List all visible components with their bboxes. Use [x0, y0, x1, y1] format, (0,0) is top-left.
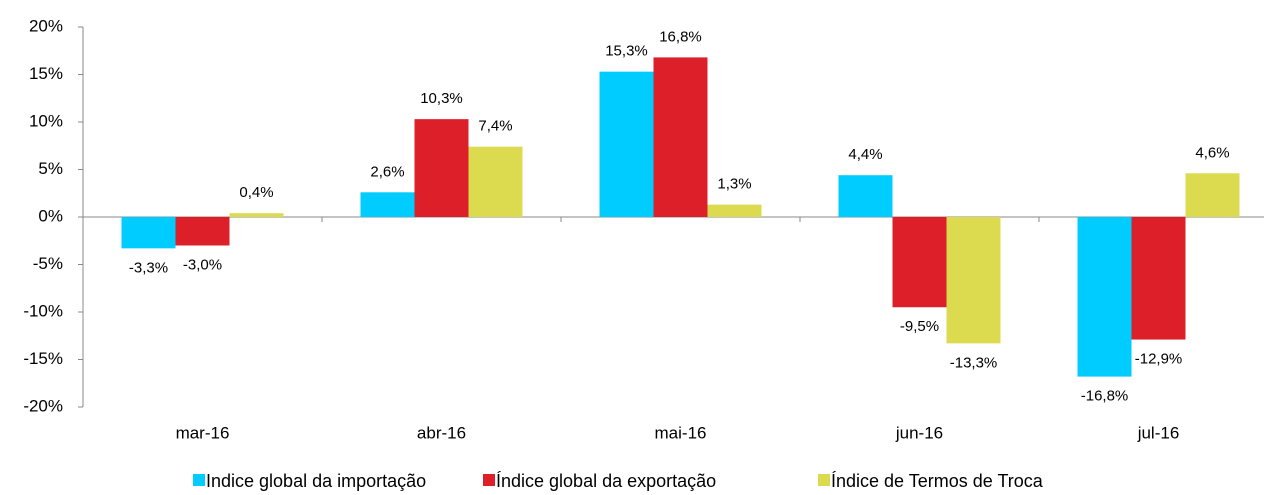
bar: [468, 146, 523, 217]
legend-label: Índice global da exportação: [496, 471, 716, 491]
bar: [229, 213, 284, 217]
y-tick-label: -5%: [33, 254, 63, 273]
bar: [707, 204, 762, 217]
bar: [1131, 217, 1186, 340]
value-label: 7,4%: [478, 118, 512, 135]
y-tick-label: -10%: [23, 301, 63, 320]
bar: [838, 175, 893, 217]
value-label: 2,6%: [370, 163, 404, 180]
value-label: 10,3%: [420, 90, 463, 107]
value-label: -3,0%: [183, 256, 222, 273]
y-tick-label: 20%: [29, 16, 63, 35]
x-tick-label: mar-16: [176, 423, 230, 442]
x-tick-label: jun-16: [895, 423, 943, 442]
bar: [121, 217, 176, 249]
bar: [892, 217, 947, 308]
legend-label: Indice global da importação: [206, 471, 426, 491]
value-label: -3,3%: [129, 259, 168, 276]
x-tick-label: mai-16: [655, 423, 707, 442]
value-label: 1,3%: [717, 176, 751, 193]
y-tick-label: 10%: [29, 111, 63, 130]
value-label: -9,5%: [900, 318, 939, 335]
y-tick-label: 5%: [38, 159, 63, 178]
x-tick-label: jul-16: [1137, 423, 1180, 442]
value-label: -12,9%: [1135, 351, 1183, 368]
y-tick-label: -20%: [23, 396, 63, 415]
y-tick-label: 15%: [29, 64, 63, 83]
value-label: 4,4%: [848, 146, 882, 163]
value-label: 4,6%: [1195, 144, 1229, 161]
value-label: -16,8%: [1081, 388, 1129, 405]
legend-label: Índice de Termos de Troca: [831, 471, 1044, 491]
bar: [946, 217, 1001, 344]
legend-swatch: [483, 474, 495, 486]
x-tick-label: abr-16: [417, 423, 466, 442]
bar: [653, 57, 708, 218]
y-tick-label: 0%: [38, 206, 63, 225]
value-label: -13,3%: [950, 354, 998, 371]
legend-swatch: [818, 474, 830, 486]
legend-swatch: [193, 474, 205, 486]
bar: [175, 217, 230, 246]
bar: [414, 119, 469, 217]
bar: [1077, 217, 1132, 377]
bar: [1185, 173, 1240, 217]
bar: [360, 192, 415, 217]
value-label: 0,4%: [239, 184, 273, 201]
bar: [599, 71, 654, 218]
value-label: 15,3%: [605, 43, 648, 60]
value-label: 16,8%: [659, 28, 702, 45]
y-tick-label: -15%: [23, 349, 63, 368]
